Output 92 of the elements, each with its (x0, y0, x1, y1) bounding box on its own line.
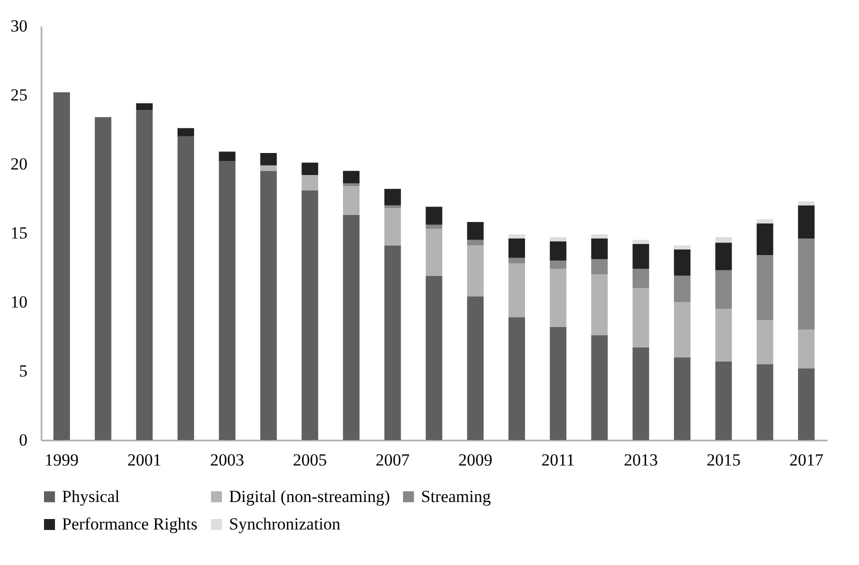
bar (674, 357, 690, 440)
bar (508, 234, 526, 239)
x-tick-label: 2007 (376, 450, 410, 470)
bar (550, 326, 566, 440)
bar (715, 242, 732, 270)
bar (715, 237, 732, 243)
bar (426, 224, 442, 229)
x-tick-label: 2005 (292, 450, 327, 470)
bar (674, 302, 690, 358)
bar (426, 276, 442, 440)
bar (508, 258, 526, 264)
y-tick-label: 25 (10, 86, 28, 104)
bar (302, 175, 318, 190)
bar (798, 238, 815, 330)
bar (53, 92, 70, 440)
bar (632, 244, 650, 269)
bar (591, 259, 608, 274)
legend-label: Physical (62, 486, 120, 506)
bar (591, 335, 608, 440)
bar (632, 240, 650, 244)
legend-label: Digital (non-streaming) (229, 486, 390, 506)
bar (756, 223, 774, 256)
bar (342, 215, 360, 440)
bar (508, 317, 526, 440)
y-tick-label: 20 (10, 154, 28, 174)
x-tick-label: 2011 (541, 450, 575, 470)
bar (302, 162, 318, 176)
bar (715, 270, 732, 309)
bar (674, 245, 690, 250)
bar (467, 222, 484, 240)
bar (302, 190, 318, 440)
legend-label: Streaming (421, 486, 492, 506)
bar (591, 274, 608, 336)
bar (178, 136, 194, 440)
bar (798, 330, 815, 368)
bar (550, 268, 566, 327)
bar (632, 288, 650, 348)
y-tick-label: 15 (10, 224, 28, 242)
y-tick-label: 5 (19, 362, 28, 380)
bar (715, 308, 732, 362)
bar (798, 205, 815, 239)
bar (136, 103, 153, 110)
x-tick-label: 2017 (789, 450, 824, 470)
bar (384, 205, 401, 208)
bar (178, 128, 194, 136)
x-tick-label: 1999 (44, 450, 79, 470)
bar (467, 245, 484, 296)
bar (508, 263, 526, 318)
bar (260, 165, 277, 171)
bar (467, 296, 484, 440)
bar (384, 208, 401, 246)
bar (384, 188, 401, 206)
bar (756, 219, 774, 224)
bar (260, 170, 277, 440)
bar (136, 110, 153, 440)
bar (508, 238, 526, 258)
legend-label: Performance Rights (62, 514, 198, 534)
x-tick-label: 2001 (127, 450, 162, 470)
bar (94, 117, 112, 440)
bar (550, 241, 566, 261)
x-tick-label: 2009 (458, 450, 492, 470)
bar (384, 245, 401, 440)
bar (426, 228, 442, 276)
bar (218, 161, 236, 440)
bar (550, 237, 566, 242)
y-tick-label: 10 (10, 292, 28, 312)
bar (591, 238, 608, 260)
bar (342, 186, 360, 216)
bar (342, 170, 360, 184)
x-tick-label: 2003 (210, 450, 244, 470)
bar (632, 268, 650, 288)
bar (260, 152, 277, 166)
bar (756, 364, 774, 440)
bar (798, 368, 815, 440)
bar (632, 348, 650, 440)
bar (218, 152, 236, 162)
bar (426, 206, 442, 225)
y-tick-label: 30 (10, 16, 28, 36)
legend-label: Synchronization (229, 514, 341, 534)
bar (715, 361, 732, 440)
bar (756, 255, 774, 320)
bar (756, 320, 774, 364)
bar (467, 240, 484, 246)
y-tick-label: 0 (19, 430, 28, 450)
bar (798, 201, 815, 206)
bar (674, 250, 690, 276)
bar (550, 260, 566, 269)
x-tick-label: 2013 (624, 450, 658, 470)
bar (591, 234, 608, 239)
bar (674, 276, 690, 302)
bar (342, 183, 360, 186)
x-tick-label: 2015 (706, 450, 741, 470)
